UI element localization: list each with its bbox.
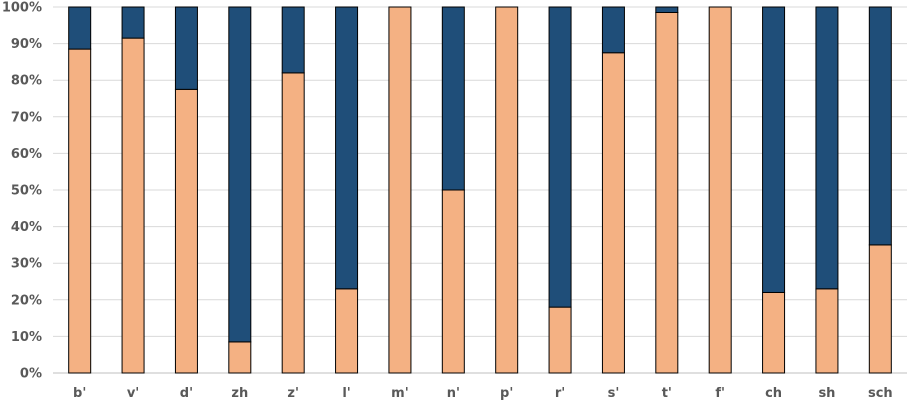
- y-tick-label: 70%: [11, 110, 42, 125]
- y-tick-label: 10%: [11, 330, 42, 345]
- x-tick-label: b': [73, 386, 86, 400]
- y-tick-label: 30%: [11, 257, 42, 272]
- x-tick-label: l': [342, 386, 350, 400]
- bar-segment-1: [228, 341, 252, 374]
- bar-segment-1: [441, 189, 465, 374]
- bar-segment-1: [708, 6, 732, 374]
- bar-segment-2: [335, 6, 359, 290]
- x-tick-label: s': [608, 386, 620, 400]
- bar-segment-2: [548, 6, 572, 308]
- bar-segment-2: [281, 6, 305, 74]
- bar-segment-1: [388, 6, 412, 374]
- bar-segment-1: [601, 52, 625, 374]
- bar-segment-2: [815, 6, 839, 290]
- y-axis-ticks: 0% 10% 20% 30% 40% 50% 60% 70% 80% 90% 100%: [2, 1, 42, 382]
- x-tick-label: d': [180, 386, 193, 400]
- y-tick-label: 20%: [11, 293, 42, 308]
- y-tick-label: 60%: [11, 147, 42, 162]
- y-tick-label: 50%: [11, 184, 42, 199]
- bar-segment-1: [655, 11, 679, 374]
- x-tick-label: p': [500, 386, 513, 400]
- bar-segment-1: [762, 291, 786, 374]
- x-tick-label: ch: [765, 386, 782, 400]
- x-tick-label: sch: [868, 386, 893, 400]
- bar-segment-2: [228, 6, 252, 343]
- bar-segment-1: [174, 88, 198, 374]
- x-tick-label: sh: [818, 386, 835, 400]
- x-tick-label: m': [391, 386, 409, 400]
- bar-segment-2: [655, 6, 679, 13]
- x-tick-label: r': [555, 386, 565, 400]
- bar-segment-2: [441, 6, 465, 191]
- bar-segment-1: [815, 288, 839, 374]
- bar-segment-2: [68, 6, 92, 50]
- y-tick-label: 0%: [20, 367, 42, 382]
- x-tick-label: v': [127, 386, 139, 400]
- y-tick-label: 90%: [11, 37, 42, 52]
- y-tick-label: 100%: [2, 1, 42, 16]
- x-tick-label: n': [447, 386, 460, 400]
- bar-segment-2: [868, 6, 892, 246]
- x-tick-label: zh: [231, 386, 248, 400]
- bar-segment-1: [121, 37, 145, 374]
- x-axis-ticks: b' v' d' zh z' l' m' n' p' r' s' t' f' ch sh sch: [73, 386, 893, 400]
- x-tick-label: t': [662, 386, 672, 400]
- y-tick-label: 40%: [11, 220, 42, 235]
- bar-segment-2: [174, 6, 198, 90]
- bar-segment-1: [335, 288, 359, 374]
- x-tick-label: z': [287, 386, 299, 400]
- bar-segment-2: [601, 6, 625, 54]
- bar-segment-1: [281, 72, 305, 374]
- bar-segment-1: [868, 244, 892, 374]
- bar-segment-2: [762, 6, 786, 293]
- bar-segment-2: [121, 6, 145, 39]
- bar-segment-1: [495, 6, 519, 374]
- bar-segment-1: [68, 48, 92, 374]
- y-tick-label: 80%: [11, 74, 42, 89]
- x-tick-label: f': [715, 386, 725, 400]
- bars: [68, 6, 892, 374]
- bar-segment-1: [548, 306, 572, 374]
